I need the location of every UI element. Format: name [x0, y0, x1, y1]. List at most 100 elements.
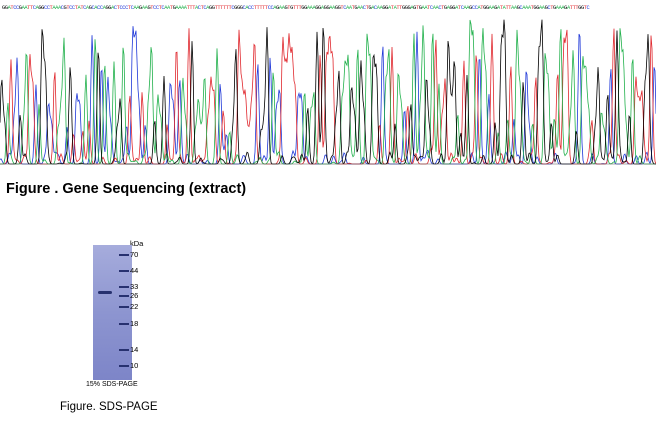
base-call-letter: C: [91, 5, 95, 11]
ladder-band: [119, 270, 129, 272]
base-call-letter: A: [21, 5, 25, 11]
base-call-letter: G: [533, 5, 537, 11]
ladder-band: [119, 254, 129, 256]
base-call-letter: A: [435, 5, 439, 11]
marker-label: 14: [130, 345, 139, 354]
sequencing-caption: Figure . Gene Sequencing (extract): [6, 181, 247, 197]
base-call-letter: T: [340, 5, 344, 11]
base-call-letter: A: [136, 5, 140, 11]
base-call-letter: A: [541, 5, 545, 11]
base-call-letter: C: [267, 5, 271, 11]
base-call-letter: G: [580, 5, 584, 11]
base-call-letter: A: [393, 5, 397, 11]
base-call-letter: A: [24, 5, 28, 11]
base-call-letter: G: [236, 5, 240, 11]
base-call-letter: A: [329, 5, 333, 11]
base-call-letter: A: [320, 5, 324, 11]
base-call-letter: T: [415, 5, 419, 11]
base-call-letter: A: [539, 5, 542, 11]
base-call-letter: A: [133, 5, 137, 11]
base-call-letter: C: [547, 5, 551, 11]
base-call-letter: G: [38, 5, 42, 11]
base-call-letter: G: [234, 5, 237, 11]
base-call-letter: G: [208, 5, 212, 11]
gel-image: [93, 245, 132, 380]
gel-unit-label: kDa: [130, 239, 144, 248]
base-call-letter: A: [455, 5, 458, 11]
base-call-letter: T: [441, 5, 444, 11]
base-call-letter: A: [360, 5, 363, 11]
base-call-letter: A: [511, 5, 514, 11]
base-call-letter: A: [348, 5, 352, 11]
base-call-letter: G: [211, 5, 215, 11]
base-call-letter: G: [318, 5, 321, 11]
base-call-letter: A: [278, 5, 282, 11]
base-call-letter: T: [550, 5, 553, 11]
base-call-letter: C: [471, 5, 475, 11]
ladder-band: [119, 323, 129, 325]
base-call-letter: G: [407, 5, 411, 11]
base-call-letter: G: [63, 5, 67, 11]
base-call-letter: C: [60, 5, 64, 11]
base-call-letter: A: [561, 5, 565, 11]
base-call-letter: T: [186, 5, 190, 11]
ladder-band: [119, 306, 129, 308]
base-call-letter: G: [108, 5, 112, 11]
base-call-letter: T: [287, 5, 291, 11]
marker-label: 26: [130, 291, 139, 300]
base-call-letter: C: [153, 5, 156, 11]
base-call-letter: G: [483, 5, 486, 11]
base-call-letter: T: [259, 5, 263, 11]
base-call-letter: G: [276, 5, 279, 11]
base-call-letter: T: [228, 5, 232, 11]
base-call-letter: A: [181, 5, 184, 11]
base-call-letter: T: [217, 5, 221, 11]
base-call-letter: T: [569, 5, 573, 11]
base-call-letter: G: [105, 5, 109, 11]
base-call-letter: T: [49, 5, 53, 11]
base-call-letter: T: [116, 5, 120, 11]
base-call-letter: C: [270, 5, 274, 11]
base-call-letter: T: [262, 5, 265, 11]
base-call-letter: A: [245, 5, 249, 11]
base-call-letter: A: [94, 5, 98, 11]
base-call-letter: G: [284, 5, 288, 11]
base-call-letter: A: [102, 5, 106, 11]
base-call-letter: A: [558, 5, 562, 11]
base-call-letter: G: [552, 5, 556, 11]
base-call-letter: A: [522, 5, 526, 11]
base-call-letter: G: [443, 5, 447, 11]
base-call-letter: A: [312, 5, 316, 11]
base-call-letter: A: [527, 5, 531, 11]
base-call-letter: T: [158, 5, 162, 11]
base-call-letter: A: [463, 5, 467, 11]
base-call-letter: A: [371, 5, 374, 11]
base-call-letter: T: [169, 5, 173, 11]
base-call-letter: T: [150, 5, 154, 11]
base-call-letter: T: [572, 5, 576, 11]
base-call-letter: T: [583, 5, 587, 11]
base-call-letter: G: [544, 5, 548, 11]
base-call-letter: A: [52, 5, 56, 11]
base-call-letter: C: [343, 5, 347, 11]
base-call-letter: G: [139, 5, 142, 11]
base-call-letter: G: [290, 5, 293, 11]
base-call-letter: A: [346, 5, 349, 11]
base-call-letter: G: [304, 5, 307, 11]
base-call-letter: G: [494, 5, 498, 11]
base-call-letter: G: [382, 5, 386, 11]
base-call-letter: T: [427, 5, 430, 11]
sds-page-figure: kDa 70 44 33 26 22 18 14 10 15% SDS-PAGE: [80, 238, 200, 398]
base-call-letter: A: [175, 5, 179, 11]
base-call-letter: T: [298, 5, 302, 11]
base-call-letter: C: [460, 5, 464, 11]
base-call-letter: A: [55, 5, 58, 11]
base-call-letter: G: [449, 5, 453, 11]
base-call-letter: G: [516, 5, 520, 11]
base-call-letter: T: [508, 5, 512, 11]
base-call-letter: C: [69, 5, 72, 11]
ladder-band: [119, 349, 129, 351]
base-call-letter: C: [438, 5, 442, 11]
base-call-letter: G: [172, 5, 176, 11]
base-call-letter: C: [248, 5, 251, 11]
